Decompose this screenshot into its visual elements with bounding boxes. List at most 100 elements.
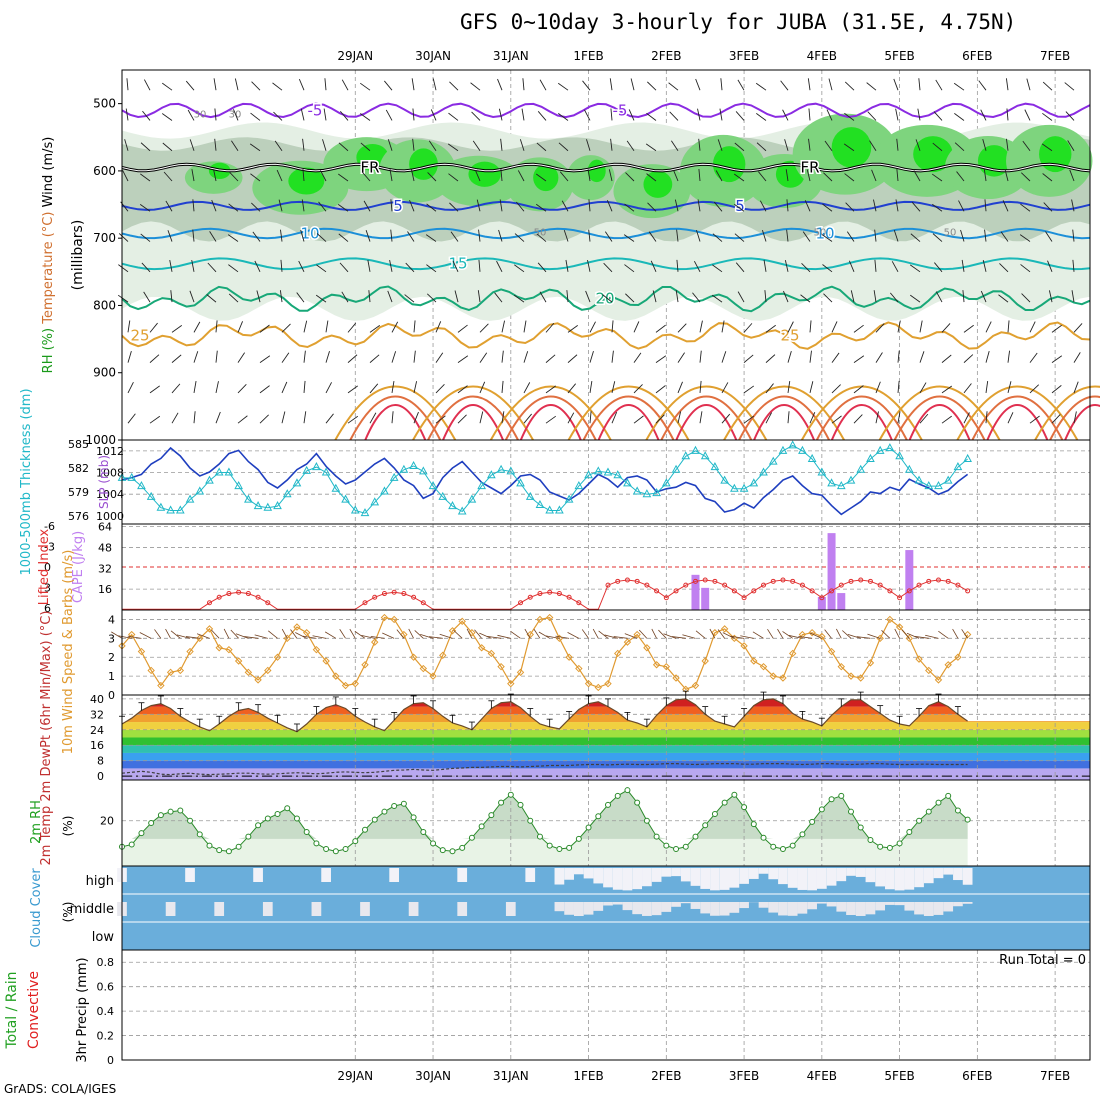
lifted-index-point [945, 578, 951, 584]
lifted-index-point [722, 582, 728, 588]
rh-line [121, 789, 968, 852]
wind-barb [584, 109, 591, 121]
wind-barb [187, 109, 195, 121]
wind-barb [558, 142, 569, 152]
wind-barb [448, 173, 459, 182]
wind-barb [787, 411, 790, 424]
wind-barb [413, 350, 416, 363]
slp-point [953, 462, 963, 471]
wind-barb [325, 320, 329, 333]
lifted-index-point [624, 577, 630, 583]
surface-wind-barb [938, 630, 949, 639]
wind-barb [280, 259, 283, 272]
slp-tick-label: 1008 [96, 467, 124, 480]
wind-barb [387, 290, 393, 303]
wind-barb [211, 199, 217, 212]
lifted-index-point [965, 588, 971, 594]
lifted-index-point [411, 594, 417, 600]
wind-barb [697, 108, 701, 121]
surface-wind-barb [538, 631, 550, 639]
wind-barb [1073, 381, 1079, 394]
slp-point [448, 501, 457, 510]
lifted-index-point [858, 577, 864, 583]
wind-speed-point [487, 649, 496, 658]
wind-speed-point [643, 644, 651, 652]
surface-wind-barb [824, 629, 832, 639]
lifted-index-ylabel: Lifted Index [37, 528, 52, 605]
wind-barb [625, 293, 635, 303]
wind-barb [958, 200, 965, 212]
wind-barb [302, 138, 305, 151]
wind-barb [410, 169, 415, 182]
wind-barb [545, 354, 556, 363]
rh-point [605, 801, 611, 808]
rh-point [750, 821, 757, 828]
x-tick-label-top: 30JAN [415, 49, 451, 63]
wind-barb [315, 294, 327, 303]
cloud-clear-middle [758, 902, 769, 908]
slp-point [487, 470, 496, 479]
wind-barb [390, 199, 393, 212]
slp-tick-label: 1012 [96, 445, 124, 458]
wind-barb [917, 108, 921, 121]
wind-barb [692, 292, 701, 303]
temp-band [122, 737, 1090, 746]
cloud-clear-high [651, 868, 662, 882]
wind-speed-point [302, 628, 311, 637]
wind-barb [140, 233, 151, 242]
wind-tick-label: 1 [108, 670, 115, 683]
wind-barb [891, 261, 899, 273]
wind-barb [808, 108, 811, 121]
wind-barb [298, 260, 305, 273]
surface-wind-barb [881, 630, 891, 639]
lifted-index-point [381, 591, 387, 597]
low-level-isotherm [893, 395, 986, 441]
cloud-clear-high [787, 868, 798, 888]
wind-barb [699, 411, 703, 424]
slp-point [788, 440, 798, 449]
slp-point [739, 483, 749, 492]
wind-barb [853, 324, 864, 333]
wind-barb [628, 109, 635, 121]
wind-barb [1007, 350, 1011, 363]
wind-speed-point [623, 638, 632, 646]
rh-point [838, 792, 845, 799]
lifted-index-tick-label: 6 [44, 602, 51, 615]
wind-barb [761, 229, 767, 242]
rh-point [391, 803, 398, 810]
low-level-isotherm [830, 403, 893, 441]
wind-barb [407, 231, 415, 242]
surface-wind-barb [244, 636, 259, 639]
wind-barb [963, 354, 974, 363]
slp-point [389, 472, 399, 481]
surface-wind-barb [613, 636, 628, 639]
wind-barb [721, 413, 731, 424]
cloud-clear-high [865, 868, 876, 883]
wind-speed-point [750, 657, 758, 665]
wind-speed-point [759, 662, 768, 671]
wind-barb [472, 140, 481, 151]
rh-point [177, 807, 184, 814]
wind-barb [347, 354, 358, 363]
wind-barb [563, 230, 569, 242]
rh-point [400, 800, 407, 807]
cloud-clear-middle [554, 902, 565, 912]
wind-barb [404, 294, 415, 303]
lifted-index-point [673, 588, 679, 594]
wind-barb [478, 229, 481, 242]
cloud-clear-high [962, 868, 973, 885]
cloud-clear-high [729, 868, 740, 888]
wind-barb [831, 415, 842, 424]
surface-wind-barb [767, 629, 774, 639]
low-level-isotherm [723, 385, 845, 441]
slp-point [632, 486, 642, 495]
wind-barb [214, 138, 217, 151]
slp-point [496, 464, 506, 473]
wind-barb [500, 138, 503, 151]
wind-speed-point [818, 632, 826, 641]
rh-point [673, 846, 680, 853]
wind-barb [259, 414, 269, 424]
wind-barb [118, 233, 129, 242]
wind-barb [385, 109, 393, 121]
cloud-clear-middle [943, 902, 954, 912]
